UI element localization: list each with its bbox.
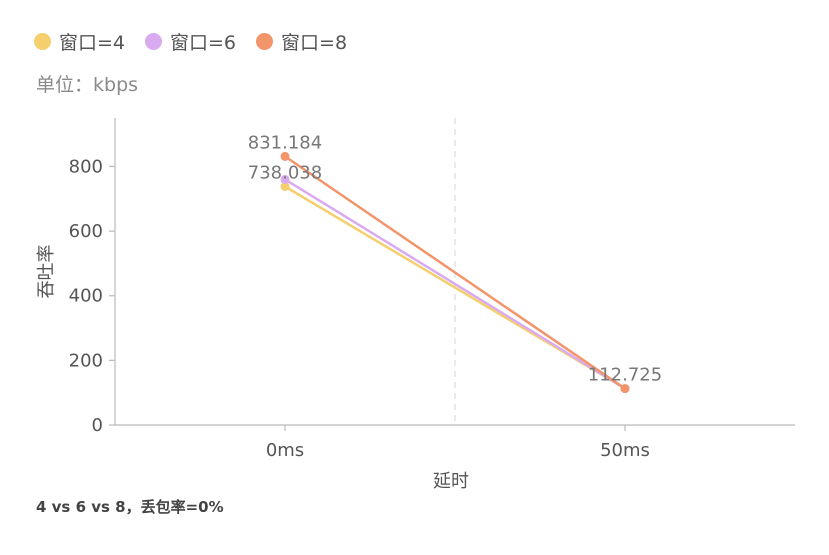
data-label: 112.725 <box>588 365 662 386</box>
data-point <box>620 384 630 394</box>
x-tick-label: 0ms <box>266 440 304 461</box>
data-point <box>280 151 290 161</box>
legend-dot-icon <box>145 32 163 50</box>
legend-dot-icon <box>34 32 51 50</box>
x-axis-title: 延时 <box>433 471 469 492</box>
series-line <box>284 155 626 390</box>
data-point <box>280 181 290 191</box>
legend-item-window-6[interactable]: 窗口=6 <box>145 28 236 55</box>
data-point <box>280 174 290 184</box>
y-tick-label: 400 <box>69 286 103 307</box>
legend-label: 窗口=6 <box>170 31 237 54</box>
y-axis-title: 吞吐率 <box>36 245 57 299</box>
y-tick-label: 0 <box>92 415 103 436</box>
legend-dot-icon <box>256 32 274 50</box>
data-label: 831.184 <box>248 132 322 153</box>
data-label: 738.038 <box>248 162 322 183</box>
legend-item-window-8[interactable]: 窗口=8 <box>256 28 347 55</box>
y-tick-label: 800 <box>69 156 103 177</box>
legend-item-window-4[interactable]: 窗口=4 <box>34 28 125 55</box>
legend-label: 窗口=8 <box>281 31 348 54</box>
series-line <box>284 178 626 390</box>
legend-label: 窗口=4 <box>59 31 126 54</box>
chart-caption: 4 vs 6 vs 8，丢包率=0% <box>36 498 224 516</box>
x-tick-label: 50ms <box>600 440 650 461</box>
unit-label: 单位：kbps <box>36 74 139 96</box>
legend: 窗口=4 窗口=6 窗口=8 <box>34 28 347 54</box>
y-tick-label: 200 <box>69 350 103 371</box>
y-tick-label: 600 <box>69 221 103 242</box>
